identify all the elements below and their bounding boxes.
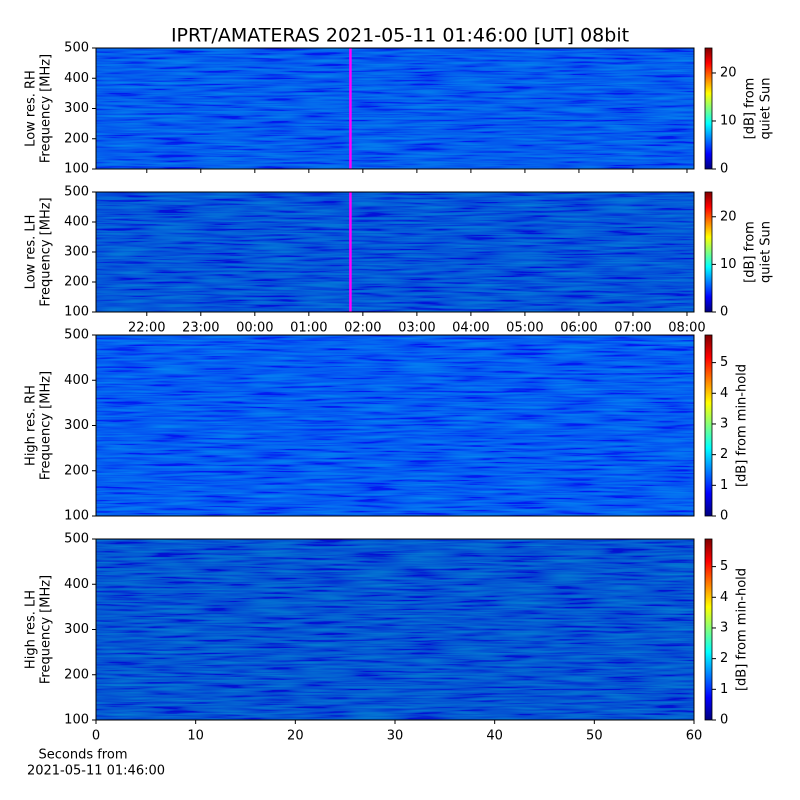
x-tick-label: 20 <box>287 729 304 744</box>
x-tick-label: 60 <box>686 729 703 744</box>
colorbar-label: [dB] from <box>743 78 758 140</box>
y-axis-label: Frequency [MHz] <box>39 54 54 163</box>
y-tick-label: 500 <box>64 532 89 547</box>
x-tick-label: 05:00 <box>506 321 543 336</box>
colorbar-label: quiet Sun <box>759 221 774 283</box>
x-tick-label: 04:00 <box>452 321 489 336</box>
y-axis-label: High res. LH <box>24 590 39 669</box>
x-tick-label: 0 <box>92 729 100 744</box>
x-tick-label: 50 <box>586 729 603 744</box>
colorbar <box>704 47 713 170</box>
y-tick-label: 100 <box>64 162 89 177</box>
colorbar-tick-label: 1 <box>720 682 728 697</box>
y-tick-label: 100 <box>64 509 89 524</box>
spectrogram-texture <box>96 192 694 312</box>
x-tick-label: 22:00 <box>128 321 165 336</box>
colorbar-tick-label: 20 <box>720 209 737 224</box>
y-tick-label: 300 <box>64 418 89 433</box>
y-tick-label: 400 <box>64 215 89 230</box>
colorbar-tick-label: 4 <box>720 590 728 605</box>
y-tick-label: 400 <box>64 373 89 388</box>
x-tick-label: 06:00 <box>560 321 597 336</box>
y-tick-label: 300 <box>64 245 89 260</box>
x-axis-label: Seconds from <box>38 748 127 763</box>
x-tick-label: 10 <box>187 729 204 744</box>
spectrogram-texture <box>96 335 694 516</box>
colorbar-tick-label: 0 <box>720 713 728 728</box>
colorbar-tick-label: 3 <box>720 416 728 431</box>
colorbar-label: [dB] from <box>743 221 758 283</box>
y-axis-label: Low res. LH <box>24 215 39 290</box>
colorbar <box>704 334 713 517</box>
colorbar-tick-label: 2 <box>720 651 728 666</box>
spectrogram-texture <box>96 48 694 169</box>
colorbar-label: quiet Sun <box>759 77 774 139</box>
y-tick-label: 200 <box>64 667 89 682</box>
x-tick-label: 08:00 <box>668 321 705 336</box>
colorbar <box>704 538 713 721</box>
y-tick-label: 300 <box>64 101 89 116</box>
x-tick-label: 00:00 <box>236 321 273 336</box>
y-tick-label: 400 <box>64 577 89 592</box>
y-tick-label: 200 <box>64 463 89 478</box>
colorbar-tick-label: 10 <box>720 257 737 272</box>
y-tick-label: 100 <box>64 713 89 728</box>
y-axis-label: Frequency [MHz] <box>39 197 54 306</box>
colorbar-tick-label: 5 <box>720 355 728 370</box>
x-axis-label: 2021-05-11 01:46:00 <box>27 764 165 779</box>
y-tick-label: 400 <box>64 71 89 86</box>
x-tick-label: 23:00 <box>182 321 219 336</box>
y-tick-label: 200 <box>64 131 89 146</box>
y-tick-label: 100 <box>64 305 89 320</box>
colorbar-label: [dB] from min-hold <box>735 568 750 691</box>
chart-title: IPRT/AMATERAS 2021-05-11 01:46:00 [UT] 0… <box>171 25 629 47</box>
colorbar-tick-label: 1 <box>720 478 728 493</box>
y-axis-label: High res. RH <box>24 385 39 466</box>
x-tick-label: 01:00 <box>290 321 327 336</box>
colorbar-tick-label: 4 <box>720 386 728 401</box>
x-tick-label: 07:00 <box>614 321 651 336</box>
y-tick-label: 500 <box>64 41 89 56</box>
colorbar-tick-label: 0 <box>720 305 728 320</box>
y-tick-label: 500 <box>64 185 89 200</box>
colorbar-tick-label: 0 <box>720 509 728 524</box>
colorbar-tick-label: 5 <box>720 559 728 574</box>
colorbar-tick-label: 3 <box>720 620 728 635</box>
y-axis-label: Frequency [MHz] <box>39 371 54 480</box>
y-tick-label: 500 <box>64 328 89 343</box>
x-tick-label: 30 <box>387 729 404 744</box>
spectrogram-texture <box>96 539 694 720</box>
x-tick-label: 02:00 <box>344 321 381 336</box>
colorbar-tick-label: 10 <box>720 113 737 128</box>
colorbar <box>704 191 713 313</box>
y-axis-label: Frequency [MHz] <box>39 575 54 684</box>
colorbar-tick-label: 20 <box>720 65 737 80</box>
x-tick-label: 03:00 <box>398 321 435 336</box>
colorbar-label: [dB] from min-hold <box>735 364 750 487</box>
y-tick-label: 200 <box>64 275 89 290</box>
y-axis-label: Low res. RH <box>24 70 39 147</box>
y-tick-label: 300 <box>64 622 89 637</box>
colorbar-tick-label: 2 <box>720 447 728 462</box>
x-tick-label: 40 <box>486 729 503 744</box>
colorbar-tick-label: 0 <box>720 162 728 177</box>
